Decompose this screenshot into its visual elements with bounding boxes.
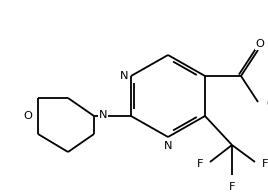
Text: F: F [262,159,268,169]
Text: OH: OH [266,99,268,109]
Text: F: F [196,159,203,169]
Text: N: N [99,110,107,120]
Text: O: O [23,111,32,121]
Text: O: O [256,39,265,49]
Text: F: F [229,182,235,192]
Text: N: N [164,141,172,151]
Text: N: N [120,71,128,81]
